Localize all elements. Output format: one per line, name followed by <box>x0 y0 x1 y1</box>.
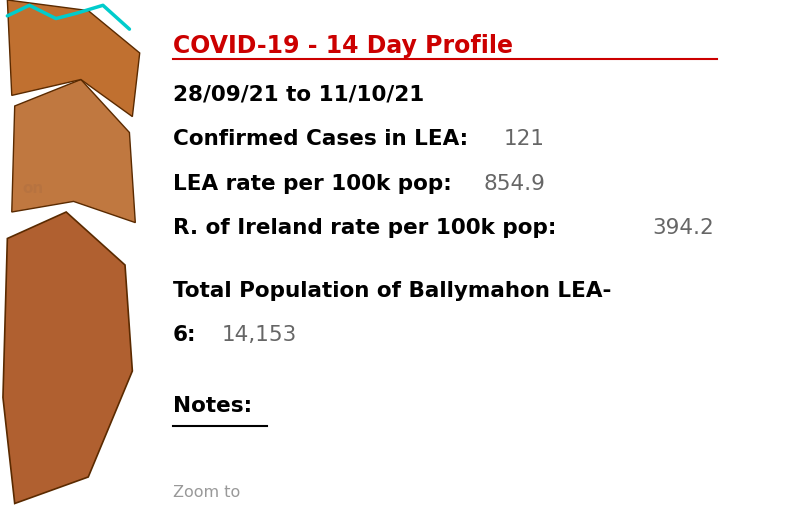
Text: 854.9: 854.9 <box>484 174 546 194</box>
Text: R. of Ireland rate per 100k pop:: R. of Ireland rate per 100k pop: <box>173 218 556 238</box>
Text: Total Population of Ballymahon LEA-: Total Population of Ballymahon LEA- <box>173 281 611 301</box>
Text: 6:: 6: <box>173 325 196 346</box>
Text: 394.2: 394.2 <box>653 218 714 238</box>
Text: Confirmed Cases in LEA:: Confirmed Cases in LEA: <box>173 129 468 149</box>
Polygon shape <box>7 0 140 117</box>
Text: Zoom to: Zoom to <box>173 485 240 500</box>
Text: 121: 121 <box>503 129 545 149</box>
Text: COVID-19 - 14 Day Profile: COVID-19 - 14 Day Profile <box>173 34 513 58</box>
Text: 14,153: 14,153 <box>222 325 297 346</box>
Polygon shape <box>12 80 135 223</box>
Text: Notes:: Notes: <box>173 396 252 417</box>
Text: on: on <box>22 181 43 197</box>
Text: 28/09/21 to 11/10/21: 28/09/21 to 11/10/21 <box>173 85 425 105</box>
Text: LEA rate per 100k pop:: LEA rate per 100k pop: <box>173 174 452 194</box>
Polygon shape <box>3 212 132 503</box>
